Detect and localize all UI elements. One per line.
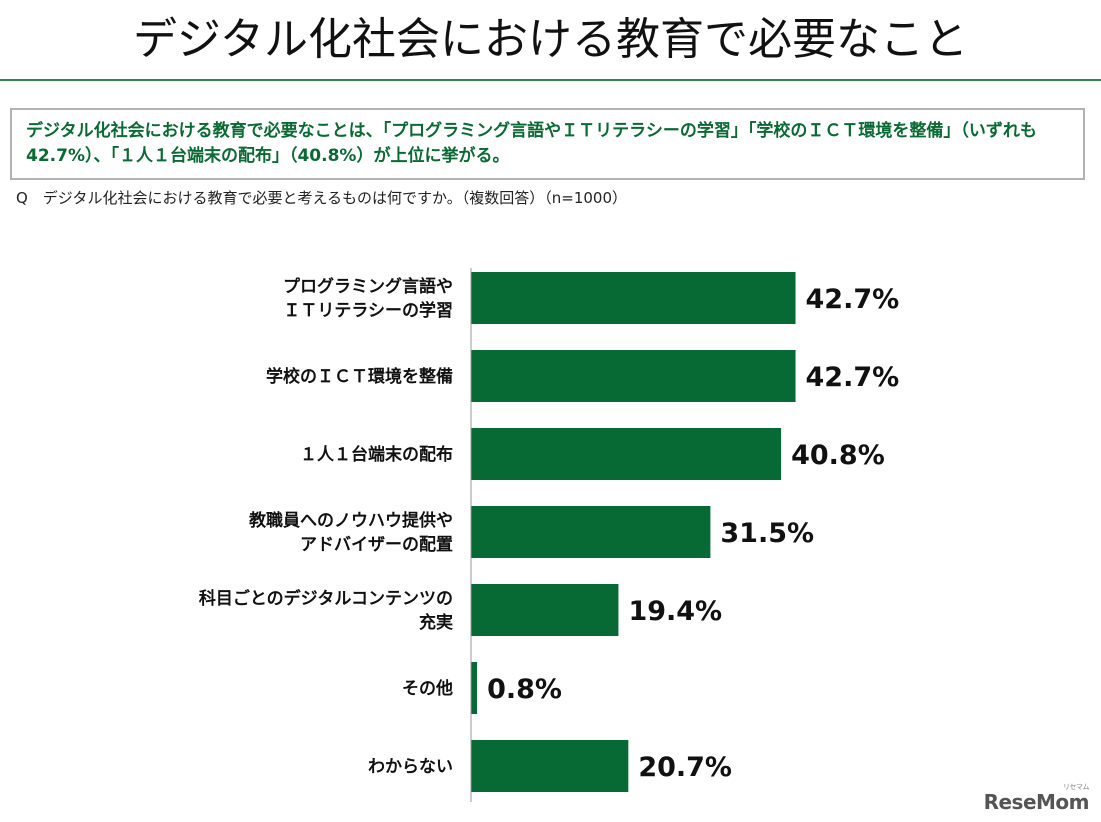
value-label-5: 19.4% <box>628 596 722 627</box>
bar-6 <box>471 662 478 714</box>
category-label-line: １人１台端末の配布 <box>300 444 453 465</box>
category-label-line: アドバイザーの配置 <box>300 535 453 555</box>
category-label-6: その他 <box>402 678 453 699</box>
value-label-6: 0.8% <box>487 674 562 705</box>
summary-text: デジタル化社会における教育で必要なことは、「プログラミング言語やＩＴリテラシーの… <box>26 121 1037 166</box>
summary-box: デジタル化社会における教育で必要なことは、「プログラミング言語やＩＴリテラシーの… <box>10 108 1085 180</box>
logo-kana: リセマム <box>1063 783 1090 791</box>
bar-7 <box>471 740 629 792</box>
value-label-1: 42.7% <box>806 284 900 315</box>
category-label-7: わからない <box>368 757 453 777</box>
category-label-line: わからない <box>368 757 453 777</box>
question-text: Q デジタル化社会における教育で必要と考えるものは何ですか。（複数回答）（n=1… <box>16 189 628 207</box>
page-title: デジタル化社会における教育で必要なこと <box>132 14 969 65</box>
category-label-line: 学校のＩＣＴ環境を整備 <box>266 366 453 387</box>
category-label-2: 学校のＩＣＴ環境を整備 <box>266 366 453 387</box>
category-label-line: 教職員へのノウハウ提供や <box>248 510 453 531</box>
bar-2 <box>471 350 796 402</box>
category-label-line: プログラミング言語や <box>283 276 453 297</box>
bar-4 <box>471 506 711 558</box>
category-label-1: プログラミング言語や ＩＴリテラシーの学習 <box>283 276 453 321</box>
value-label-7: 20.7% <box>638 752 732 783</box>
category-label-3: １人１台端末の配布 <box>300 444 453 465</box>
category-label-4: 教職員へのノウハウ提供やアドバイザーの配置 <box>248 510 453 555</box>
title-divider <box>0 79 1101 81</box>
value-label-4: 31.5% <box>720 518 814 549</box>
category-label-line: 科目ごとのデジタルコンテンツの <box>199 588 453 609</box>
value-label-3: 40.8% <box>791 440 885 471</box>
category-label-5: 科目ごとのデジタルコンテンツの充実 <box>199 588 453 633</box>
logo-text: ReseMom <box>983 790 1090 814</box>
bar-1 <box>471 272 796 324</box>
category-label-line: 充実 <box>419 612 453 633</box>
value-label-2: 42.7% <box>806 362 900 393</box>
category-label-line: ＩＴリテラシーの学習 <box>283 300 453 321</box>
resemom-logo: リセマム ReseMom <box>983 783 1090 814</box>
bar-5 <box>471 584 619 636</box>
bar-3 <box>471 428 782 480</box>
category-label-line: その他 <box>402 678 453 699</box>
